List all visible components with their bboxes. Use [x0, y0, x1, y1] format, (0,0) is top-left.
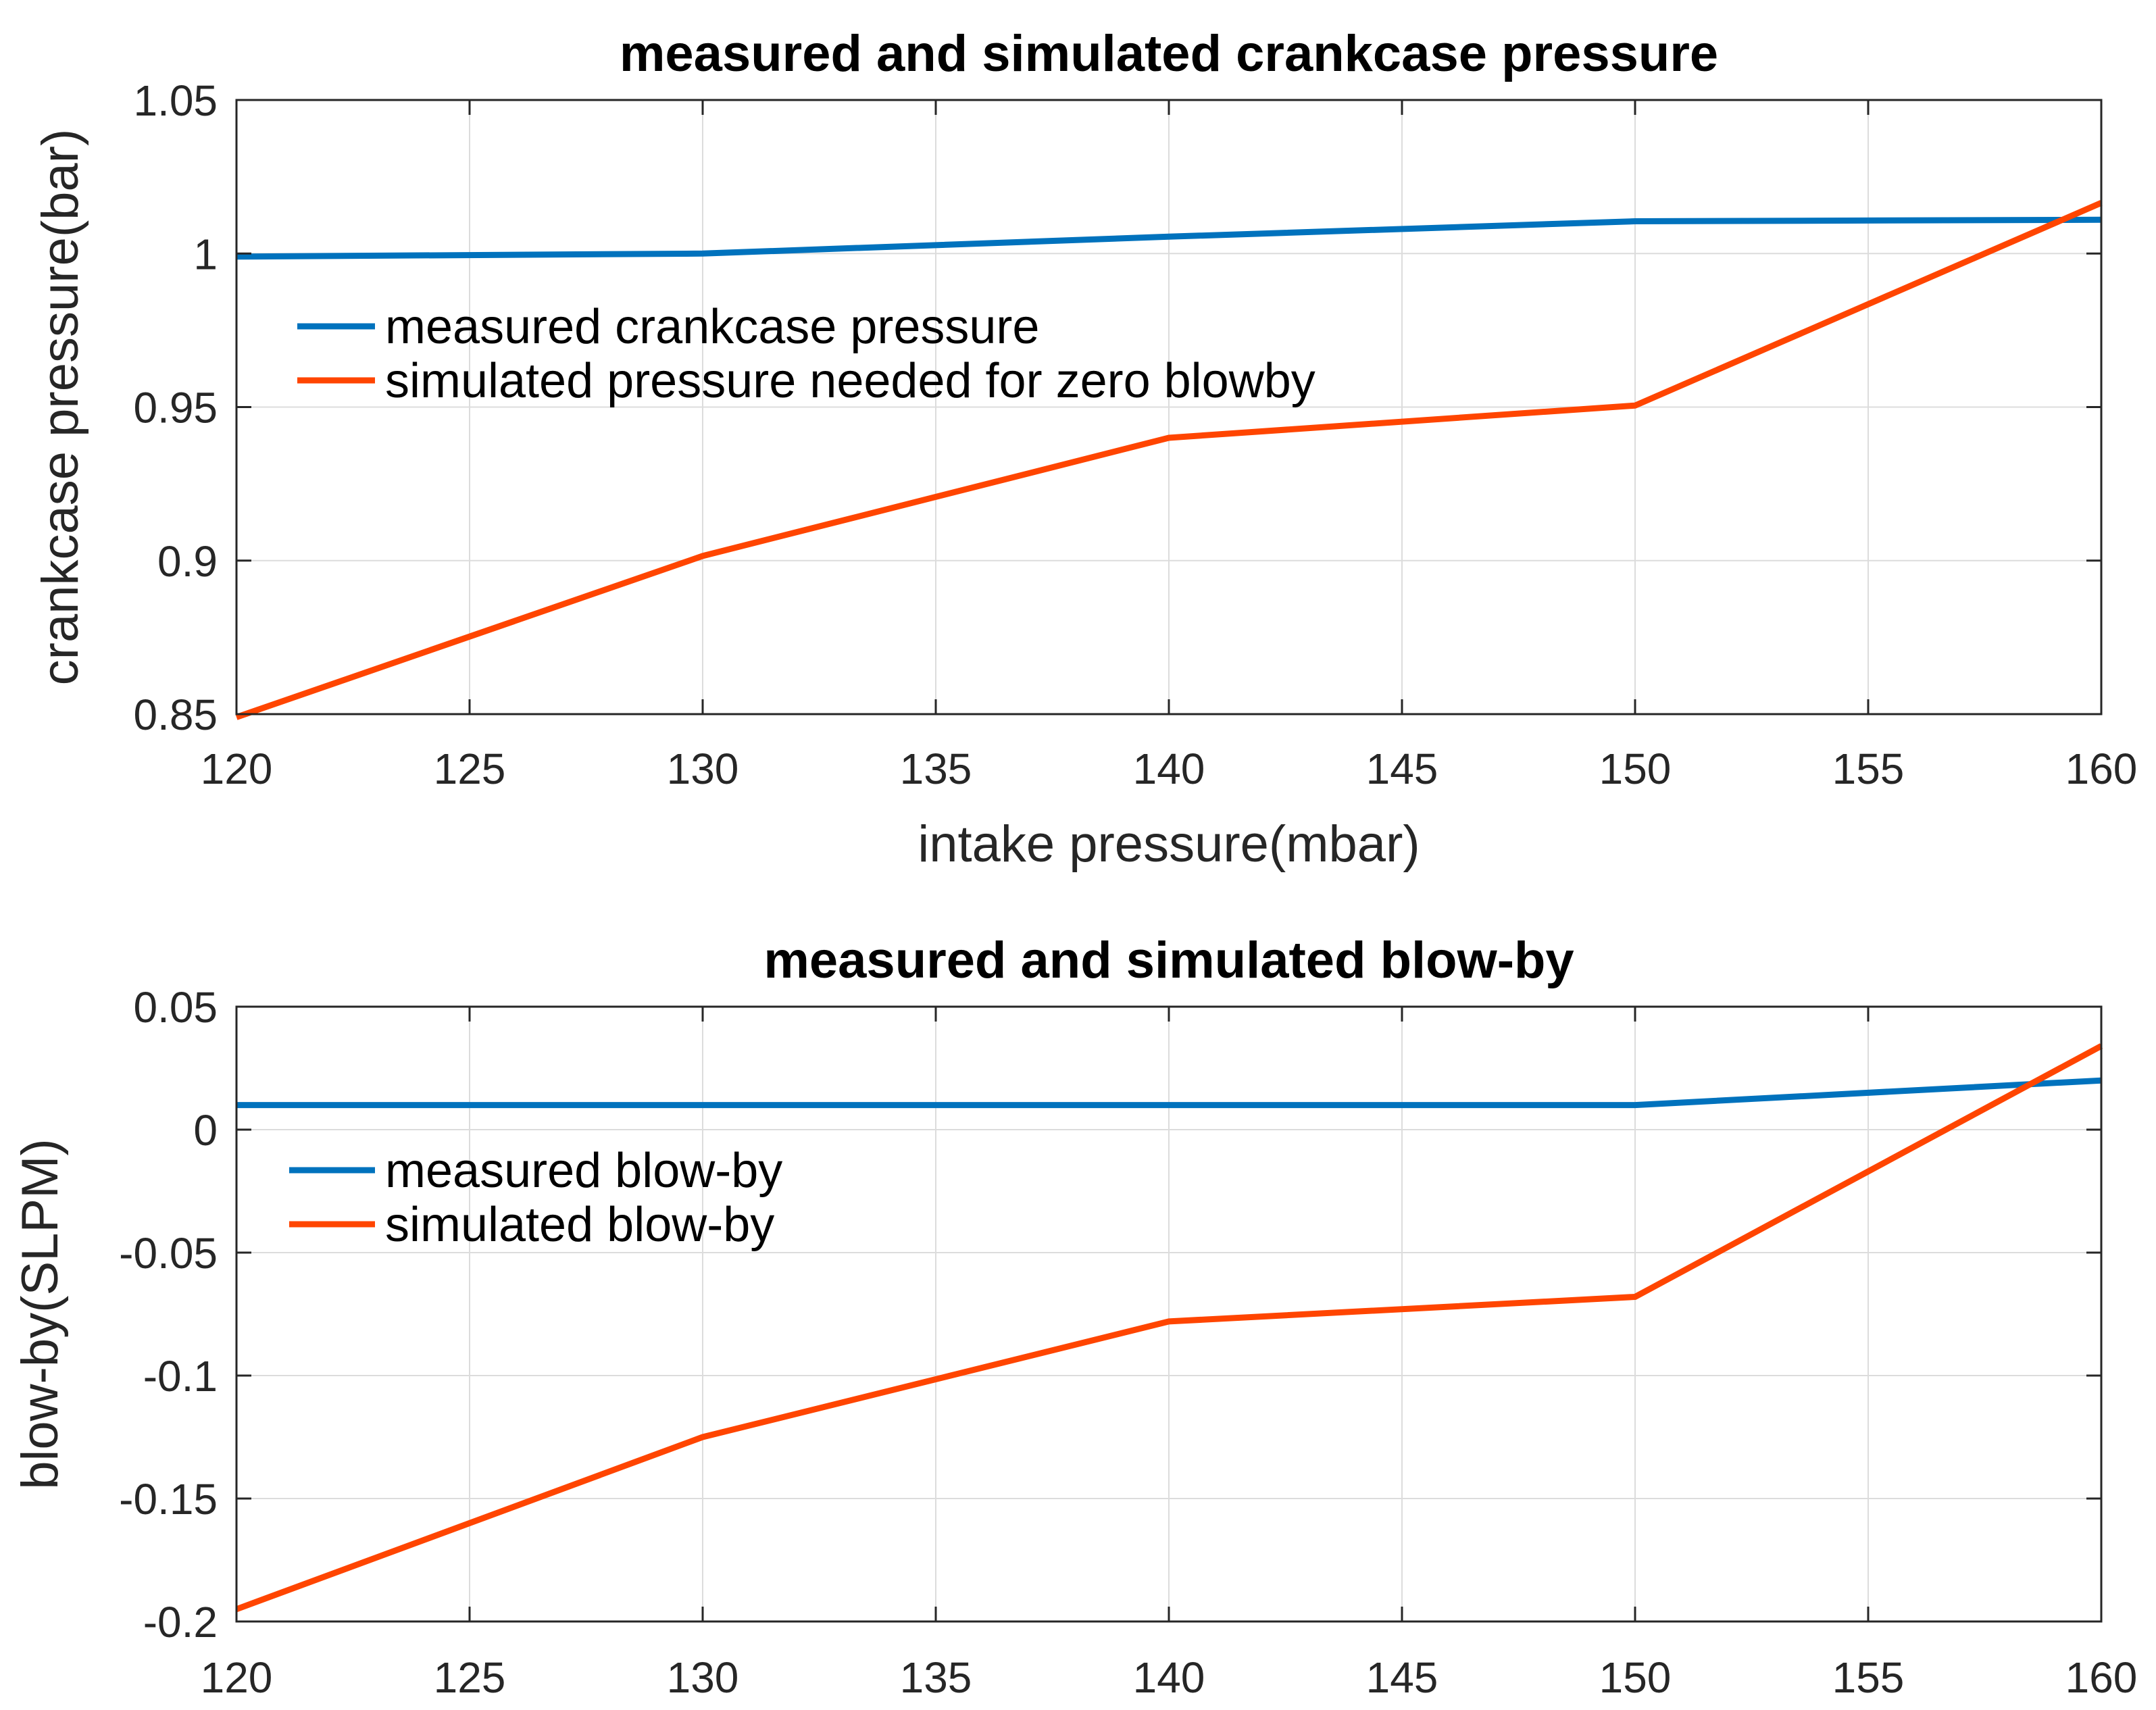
y-tick-label: 0.05	[133, 983, 218, 1032]
y-tick-label: 1.05	[133, 76, 218, 125]
crankcase-pressure-chart: 120 125 130 135 140 145 150 155 160 0.85 0.9 0.95 1 1…	[32, 25, 2137, 873]
x-tick-label: 150	[1599, 1653, 1672, 1702]
x-tick-label: 155	[1832, 745, 1905, 793]
y-tick-label: 0.95	[133, 384, 218, 432]
y-tick-label: 0	[193, 1106, 218, 1155]
x-axis-label: intake pressure(mbar)	[918, 815, 1420, 873]
y-tick-label: -0.05	[119, 1229, 218, 1278]
simulated-series-line	[235, 1043, 2103, 1613]
measured-series-line	[236, 216, 2102, 260]
chart-title: measured and simulated crankcase pressur…	[620, 25, 1718, 82]
simulated-series-line	[235, 200, 2103, 720]
x-tick-label: 145	[1366, 1653, 1438, 1702]
x-tick-label: 140	[1133, 745, 1205, 793]
x-tick-label: 125	[434, 745, 506, 793]
legend-entry: simulated pressure needed for zero blowb…	[385, 354, 1315, 408]
y-tick-label: -0.1	[143, 1352, 218, 1401]
y-tick-label: -0.15	[119, 1475, 218, 1524]
y-tick-label: -0.2	[143, 1598, 218, 1646]
legend-entry: measured crankcase pressure	[385, 300, 1039, 354]
x-tick-label: 155	[1832, 1653, 1905, 1702]
measured-series-line	[236, 1077, 2102, 1109]
blow-by-chart: 120 125 130 135 140 145 150 155 160 -0.2 -0.15 -0.1…	[11, 932, 2137, 1702]
chart-title: measured and simulated blow-by	[763, 932, 1574, 989]
x-tick-label: 130	[667, 1653, 739, 1702]
x-tick-label: 160	[2065, 1653, 2138, 1702]
y-tick-label: 0.85	[133, 690, 218, 739]
y-tick-label: 0.9	[157, 537, 218, 586]
x-tick-label: 160	[2065, 745, 2138, 793]
y-axis-label: blow-by(SLPM)	[11, 1138, 69, 1489]
x-tick-label: 140	[1133, 1653, 1205, 1702]
x-tick-label: 135	[900, 1653, 972, 1702]
legend-entry: measured blow-by	[385, 1144, 782, 1198]
x-tick-label: 135	[900, 745, 972, 793]
y-axis-label: crankcase pressure(bar)	[32, 129, 89, 686]
x-tick-label: 130	[667, 745, 739, 793]
legend-entry: simulated blow-by	[385, 1198, 774, 1252]
x-tick-label: 125	[434, 1653, 506, 1702]
x-tick-label: 145	[1366, 745, 1438, 793]
x-tick-label: 120	[201, 745, 273, 793]
x-tick-label: 150	[1599, 745, 1672, 793]
x-tick-label: 120	[201, 1653, 273, 1702]
y-tick-label: 1	[193, 230, 218, 278]
